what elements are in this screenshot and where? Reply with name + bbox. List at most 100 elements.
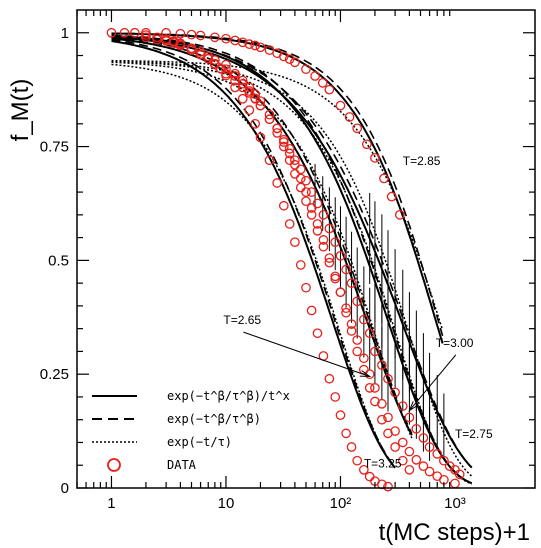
- fit-curve-dotted-0: [111, 63, 396, 469]
- data-point-4-3: [186, 29, 197, 40]
- annotation-label: T=2.75: [455, 427, 493, 441]
- data-point-2-22: [306, 187, 317, 197]
- data-point-3-36: [404, 446, 415, 457]
- data-point-4-20: [324, 84, 335, 95]
- fit-curve-solid-1: [111, 37, 413, 436]
- data-point-3-30: [364, 369, 375, 380]
- error-bars: [314, 163, 445, 461]
- data-point-2-41: [424, 442, 435, 452]
- annotations: T=2.85 T=2.65 T=3.00 T=2.75 T=3.25: [223, 154, 493, 471]
- data-point-2-43: [439, 455, 449, 466]
- data-point-3-25: [335, 287, 346, 298]
- annotation-arrow: [243, 331, 370, 377]
- data-point-4-23: [352, 123, 363, 134]
- legend-label: exp(−t/τ): [167, 435, 232, 449]
- data-point-3-3: [186, 43, 197, 54]
- data-point-2-36: [390, 387, 400, 398]
- data-point-3-26: [341, 303, 351, 314]
- data-point-3-21: [312, 225, 323, 236]
- data-point-1-19: [341, 307, 351, 318]
- data-point-2-46: [454, 469, 465, 480]
- data-point-4-1: [161, 27, 171, 38]
- data-point-3-27: [346, 319, 357, 329]
- y-axis-title: f_M(t): [7, 79, 34, 142]
- y-tick-label: 0: [61, 480, 69, 497]
- data-point-0-22: [284, 219, 295, 229]
- annotation-label: T=3.25: [364, 457, 402, 471]
- x-tick-label: 10: [218, 495, 235, 512]
- data-point-1-24: [370, 396, 380, 407]
- x-tick-label: 10²: [330, 495, 352, 512]
- data-point-4-19: [317, 77, 328, 88]
- data-point-0-2: [129, 27, 140, 38]
- data-point-0-21: [278, 200, 289, 211]
- data-point-3-17: [290, 169, 300, 179]
- annotation-label: T=2.65: [223, 313, 261, 327]
- data-point-4-25: [370, 153, 380, 163]
- data-point-0-27: [312, 328, 323, 339]
- data-point-3-37: [411, 454, 422, 465]
- data-point-3-18: [295, 182, 306, 193]
- fit-curve-dotted-3: [111, 60, 472, 485]
- data-point-0-33: [346, 442, 357, 452]
- data-point-3-6: [210, 55, 220, 65]
- annotation-arrowhead: [408, 401, 419, 412]
- data-point-1-0: [221, 59, 231, 70]
- data-point-4-11: [255, 42, 266, 53]
- data-points: [106, 27, 465, 492]
- legend: exp(−t^β/τ^β)/t^x exp(−t^β/τ^β) exp(−t/τ) D…: [92, 389, 290, 472]
- data-point-3-23: [324, 257, 335, 268]
- data-point-2-1: [152, 34, 162, 45]
- data-point-2-42: [432, 449, 443, 459]
- data-point-0-30: [330, 392, 341, 402]
- data-point-0-32: [341, 428, 351, 439]
- data-point-0-16: [244, 105, 255, 116]
- data-point-4-24: [362, 139, 372, 150]
- data-point-2-37: [397, 401, 408, 411]
- data-point-0-26: [306, 305, 317, 316]
- data-point-0-1: [119, 27, 130, 38]
- data-point-1-9: [284, 148, 295, 159]
- data-point-3-19: [301, 196, 311, 207]
- data-point-1-27: [390, 442, 400, 452]
- data-point-3-39: [424, 466, 435, 477]
- data-point-4-22: [344, 112, 355, 122]
- data-point-3-29: [358, 353, 369, 364]
- data-point-2-19: [290, 155, 300, 166]
- data-point-1-20: [346, 326, 357, 336]
- data-point-4-2: [175, 28, 186, 39]
- fit-curve-dotted-2: [111, 60, 473, 477]
- data-point-3-7: [221, 64, 231, 75]
- data-point-3-4: [195, 47, 206, 57]
- data-point-3-38: [418, 461, 429, 471]
- data-point-3-12: [255, 100, 266, 111]
- data-point-2-23: [312, 198, 323, 209]
- data-point-2-35: [383, 373, 393, 384]
- data-point-1-21: [352, 346, 363, 357]
- data-point-2-30: [352, 296, 363, 307]
- data-point-2-27: [335, 250, 346, 261]
- data-point-3-13: [264, 114, 275, 125]
- data-point-1-26: [383, 428, 393, 439]
- annotation-label: T=3.00: [436, 336, 474, 350]
- data-point-1-5: [255, 96, 266, 106]
- data-point-3-15: [278, 141, 289, 152]
- data-point-2-25: [324, 223, 335, 234]
- data-point-3-32: [377, 398, 387, 409]
- data-point-0-29: [324, 373, 335, 384]
- fit-curve-solid-3: [111, 34, 473, 485]
- data-point-3-9: [237, 78, 248, 89]
- data-point-2-33: [370, 346, 380, 357]
- data-point-2-9: [221, 68, 231, 79]
- data-point-4-27: [386, 191, 397, 202]
- data-point-3-1: [168, 37, 179, 47]
- x-axis-ticks: 1 10 10² 10³: [76, 10, 466, 512]
- data-point-2-8: [210, 58, 220, 69]
- legend-label: exp(−t^β/τ^β)/t^x: [167, 389, 290, 403]
- data-point-2-18: [284, 143, 295, 154]
- x-axis-title: t(MC steps)+1: [379, 519, 530, 546]
- data-point-0-31: [335, 410, 346, 421]
- data-point-0-35: [358, 464, 369, 475]
